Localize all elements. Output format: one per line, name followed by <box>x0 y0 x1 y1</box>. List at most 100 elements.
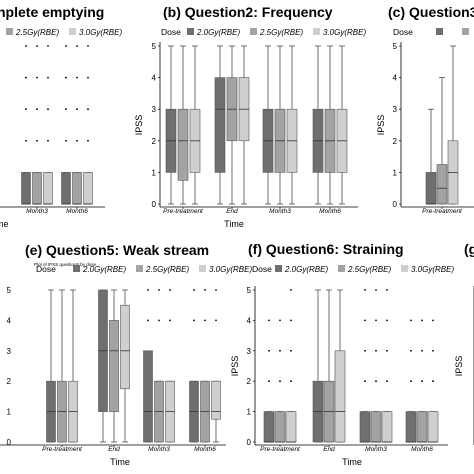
outlier-point <box>204 289 206 291</box>
box <box>370 411 382 443</box>
outlier-point <box>410 380 412 383</box>
box <box>120 304 130 390</box>
outlier-point <box>169 289 171 291</box>
y-tick-label: 2 <box>7 377 12 386</box>
x-tick-label: Month3 <box>269 208 291 215</box>
box <box>263 411 275 443</box>
outlier-point <box>290 289 292 291</box>
x-tick-label: End <box>323 446 335 453</box>
panel-title: (b) Question2: Frequency <box>163 4 333 20</box>
box <box>285 411 297 443</box>
y-tick-label: 3 <box>7 347 12 356</box>
x-tick-label: End <box>226 208 238 215</box>
x-axis-title: Time <box>342 457 362 467</box>
box <box>83 172 93 205</box>
legend-swatch <box>436 28 443 35</box>
y-tick-label: 1 <box>393 168 398 177</box>
outlier-point <box>87 108 89 111</box>
y-axis-title: IPSS <box>454 356 464 377</box>
box <box>21 172 31 205</box>
outlier-point <box>364 289 366 291</box>
outlier-point <box>158 289 160 291</box>
legend-label: 3.0Gy(RBE) <box>323 28 366 37</box>
x-tick-label: Pre-treatment <box>422 208 463 215</box>
box <box>32 172 42 205</box>
legend-label: 2.5Gy(RBE) <box>259 28 303 37</box>
x-tick-label: Pre-treatment <box>260 446 301 453</box>
outlier-point <box>204 319 206 322</box>
outlier-point <box>375 380 377 383</box>
legend-label: 2.5Gy(RBE) <box>145 265 189 274</box>
panel-4: (f) Question6: Straining Dose 2.0Gy(RBE) 2.… <box>230 241 454 467</box>
outlier-point <box>432 349 434 352</box>
legend-swatch <box>401 265 408 272</box>
panel-title: (f) Question6: Straining <box>248 241 404 257</box>
y-tick-label: 2 <box>152 137 157 146</box>
x-tick-label: Month6 <box>319 208 341 215</box>
y-tick-label: 1 <box>7 408 12 417</box>
legend-label: 3.0Gy(RBE) <box>411 265 454 274</box>
box <box>416 411 428 443</box>
y-tick-label: 5 <box>152 42 157 51</box>
box <box>72 172 82 205</box>
outlier-point <box>386 349 388 352</box>
outlier-point <box>279 349 281 352</box>
legend-label: 2.5Gy(RBE) <box>15 28 59 37</box>
outlier-point <box>87 45 89 47</box>
x-tick-label: End <box>108 446 120 453</box>
legend-swatch <box>73 265 80 272</box>
outlier-point <box>375 319 377 322</box>
outlier-point <box>25 108 27 111</box>
x-tick-label: Month6 <box>411 446 433 453</box>
panel-title: (c) Question3 <box>388 4 474 20</box>
outlier-point <box>25 76 27 79</box>
box <box>43 172 53 205</box>
y-tick-label: 0 <box>152 200 157 209</box>
y-tick-label: 5 <box>247 286 252 295</box>
outlier-point <box>65 139 67 142</box>
outlier-point <box>47 45 49 47</box>
outlier-point <box>421 349 423 352</box>
outlier-point <box>65 76 67 79</box>
outlier-point <box>268 380 270 383</box>
outlier-point <box>215 319 217 322</box>
outlier-point <box>375 349 377 352</box>
y-tick-label: 1 <box>152 168 157 177</box>
outlier-point <box>364 380 366 383</box>
y-axis-title: IPSS <box>134 115 144 136</box>
y-axis-title: IPSS <box>376 115 386 136</box>
outlier-point <box>364 349 366 352</box>
legend-label: 2.0Gy(RBE) <box>82 265 126 274</box>
outlier-point <box>25 45 27 47</box>
box <box>381 411 393 443</box>
outlier-point <box>290 380 292 383</box>
x-tick-label: Month6 <box>194 446 216 453</box>
outlier-point <box>36 76 38 79</box>
outlier-point <box>432 319 434 322</box>
legend-swatch <box>69 28 76 35</box>
legend-swatch <box>136 265 143 272</box>
box <box>436 164 448 205</box>
y-tick-label: 2 <box>393 137 398 146</box>
y-tick-label: 4 <box>393 74 398 83</box>
panel-1: (b) Question2: Frequency Dose 2.0Gy(RBE) 2.… <box>134 4 366 229</box>
y-tick-label: 1 <box>247 408 252 417</box>
outlier-point <box>421 380 423 383</box>
legend-label: 2.5Gy(RBE) <box>347 265 391 274</box>
outlier-point <box>36 45 38 47</box>
legend-swatch <box>338 265 345 272</box>
outlier-point <box>47 139 49 142</box>
box <box>61 172 71 205</box>
legend-title: Dose <box>161 27 181 37</box>
outlier-point <box>158 319 160 322</box>
outlier-point <box>76 108 78 111</box>
box <box>359 411 371 443</box>
outlier-point <box>290 319 292 322</box>
outlier-point <box>268 349 270 352</box>
legend-label: 2.0Gy(RBE) <box>284 265 328 274</box>
outlier-point <box>147 289 149 291</box>
outlier-point <box>87 139 89 142</box>
outlier-point <box>36 139 38 142</box>
outlier-point <box>47 108 49 111</box>
